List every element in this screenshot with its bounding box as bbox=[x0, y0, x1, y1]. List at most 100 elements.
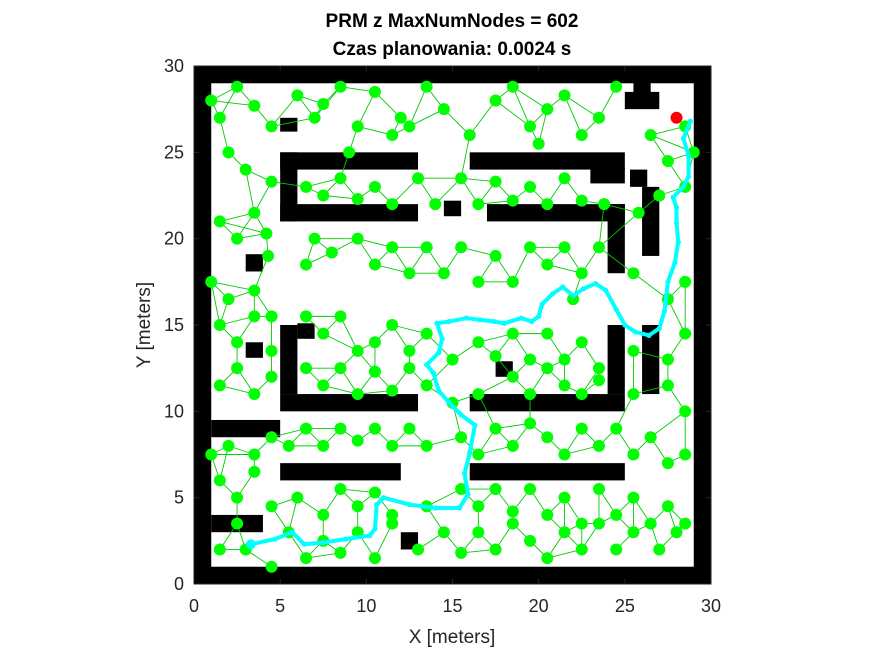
edge-24 bbox=[443, 108, 471, 136]
path-waypoint-3 bbox=[301, 541, 307, 547]
edge-124 bbox=[633, 272, 669, 300]
obstacle-5 bbox=[469, 152, 625, 170]
node-118 bbox=[506, 370, 519, 383]
node-132 bbox=[300, 422, 313, 435]
obstacle-19 bbox=[642, 325, 660, 395]
node-50 bbox=[213, 215, 226, 228]
node-77 bbox=[627, 267, 640, 280]
node-75 bbox=[575, 267, 588, 280]
node-189 bbox=[412, 543, 425, 556]
node-41 bbox=[506, 194, 519, 207]
node-180 bbox=[231, 517, 244, 530]
node-172 bbox=[575, 517, 588, 530]
edge-26 bbox=[469, 100, 496, 136]
obstacle-16 bbox=[280, 463, 401, 481]
edge-291 bbox=[374, 523, 393, 559]
node-206 bbox=[343, 146, 356, 159]
node-138 bbox=[403, 422, 416, 435]
node-39 bbox=[472, 198, 485, 211]
y-tick-label-1: 5 bbox=[174, 488, 184, 508]
node-0 bbox=[205, 94, 218, 107]
node-176 bbox=[644, 517, 657, 530]
obstacle-29 bbox=[400, 532, 419, 550]
planned-path bbox=[248, 118, 693, 547]
node-91 bbox=[420, 327, 433, 340]
node-33 bbox=[351, 192, 364, 205]
y-tick-label-0: 0 bbox=[174, 574, 184, 594]
path-waypoint-33 bbox=[539, 301, 545, 307]
obstacle-14 bbox=[211, 419, 281, 438]
node-166 bbox=[472, 500, 485, 513]
node-96 bbox=[524, 353, 537, 366]
node-109 bbox=[317, 379, 330, 392]
path-waypoint-47 bbox=[672, 260, 678, 266]
node-58 bbox=[265, 310, 278, 323]
y-tick-label-2: 10 bbox=[164, 401, 184, 421]
node-131 bbox=[282, 439, 295, 452]
node-81 bbox=[231, 336, 244, 349]
node-97 bbox=[541, 327, 554, 340]
node-143 bbox=[506, 439, 519, 452]
node-133 bbox=[317, 439, 330, 452]
node-144 bbox=[524, 417, 537, 430]
path-waypoint-26 bbox=[463, 315, 469, 321]
node-167 bbox=[489, 483, 502, 496]
node-52 bbox=[248, 206, 261, 219]
path-waypoint-37 bbox=[580, 286, 587, 292]
node-51 bbox=[231, 232, 244, 245]
path-waypoint-27 bbox=[477, 317, 483, 323]
path-waypoint-16 bbox=[472, 422, 478, 428]
edge-86 bbox=[253, 255, 269, 291]
node-95 bbox=[506, 327, 519, 340]
node-24 bbox=[661, 154, 674, 167]
path-waypoint-45 bbox=[661, 308, 668, 314]
node-102 bbox=[661, 353, 674, 366]
x-tick-label-6: 30 bbox=[701, 596, 721, 616]
node-72 bbox=[524, 241, 537, 254]
node-20 bbox=[575, 129, 588, 142]
node-183 bbox=[300, 552, 313, 565]
path-waypoint-12 bbox=[456, 505, 462, 511]
obstacle-12 bbox=[469, 394, 625, 412]
node-93 bbox=[472, 336, 485, 349]
node-124 bbox=[627, 388, 640, 401]
obstacle-10 bbox=[280, 325, 298, 395]
node-65 bbox=[403, 267, 416, 280]
node-46 bbox=[598, 198, 611, 211]
node-141 bbox=[472, 448, 485, 461]
node-38 bbox=[455, 172, 468, 185]
node-185 bbox=[334, 546, 347, 559]
node-5 bbox=[291, 89, 304, 102]
path-waypoint-22 bbox=[436, 350, 442, 356]
x-tick-label-0: 0 bbox=[189, 596, 199, 616]
path-waypoint-24 bbox=[434, 320, 440, 326]
node-57 bbox=[248, 284, 261, 297]
node-153 bbox=[679, 448, 692, 461]
node-32 bbox=[334, 172, 347, 185]
node-113 bbox=[386, 384, 399, 397]
node-48 bbox=[653, 189, 666, 202]
node-66 bbox=[420, 241, 433, 254]
obstacle-25 bbox=[245, 254, 263, 272]
node-85 bbox=[317, 327, 330, 340]
node-121 bbox=[558, 379, 571, 392]
path-waypoint-32 bbox=[536, 313, 542, 319]
node-80 bbox=[213, 319, 226, 331]
node-101 bbox=[627, 344, 640, 357]
path-waypoint-42 bbox=[632, 329, 638, 335]
node-127 bbox=[205, 448, 218, 461]
node-42 bbox=[524, 180, 537, 193]
path-waypoint-30 bbox=[518, 315, 525, 321]
obstacle-17 bbox=[469, 463, 625, 481]
node-191 bbox=[455, 546, 468, 559]
node-202 bbox=[653, 543, 666, 556]
node-16 bbox=[506, 80, 519, 93]
node-7 bbox=[334, 80, 347, 93]
path-waypoint-51 bbox=[670, 194, 676, 200]
path-waypoint-40 bbox=[613, 306, 619, 313]
node-89 bbox=[386, 319, 399, 331]
x-axis-label: X [meters] bbox=[409, 627, 496, 648]
node-6 bbox=[317, 97, 330, 110]
node-63 bbox=[368, 258, 381, 271]
node-148 bbox=[592, 439, 605, 452]
